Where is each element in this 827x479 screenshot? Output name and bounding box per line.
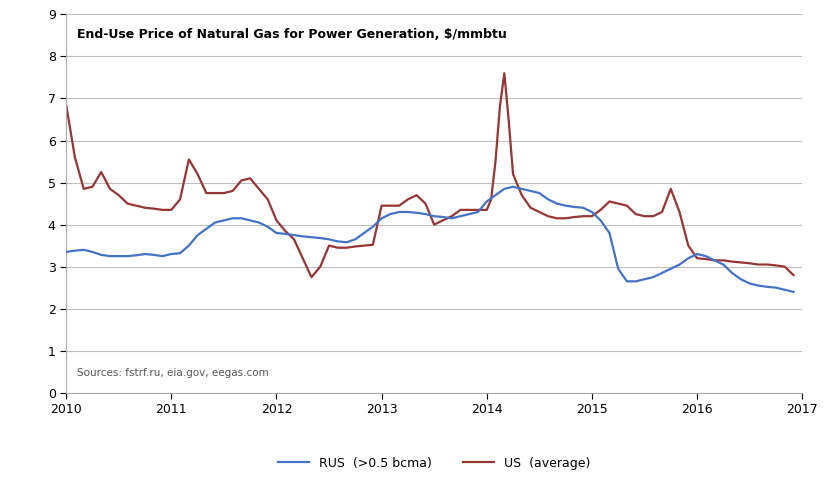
- RUS  (>0.5 bcma): [508, 184, 518, 190]
- US  (average): [227, 188, 237, 194]
- Line: RUS  (>0.5 bcma): RUS (>0.5 bcma): [66, 187, 793, 292]
- Legend: RUS  (>0.5 bcma), US  (average): RUS (>0.5 bcma), US (average): [273, 452, 595, 475]
- US  (average): [500, 70, 509, 76]
- RUS  (>0.5 bcma): [420, 211, 430, 217]
- US  (average): [61, 102, 71, 108]
- US  (average): [666, 186, 676, 192]
- RUS  (>0.5 bcma): [385, 211, 395, 217]
- US  (average): [385, 203, 395, 208]
- RUS  (>0.5 bcma): [788, 289, 798, 295]
- RUS  (>0.5 bcma): [61, 249, 71, 255]
- US  (average): [184, 157, 194, 162]
- Line: US  (average): US (average): [66, 73, 793, 277]
- US  (average): [280, 228, 290, 234]
- RUS  (>0.5 bcma): [105, 253, 115, 259]
- US  (average): [788, 272, 798, 278]
- Text: End-Use Price of Natural Gas for Power Generation, $/mmbtu: End-Use Price of Natural Gas for Power G…: [77, 28, 507, 41]
- US  (average): [307, 274, 317, 280]
- RUS  (>0.5 bcma): [657, 270, 667, 276]
- RUS  (>0.5 bcma): [70, 248, 80, 253]
- RUS  (>0.5 bcma): [622, 278, 632, 284]
- Text: Sources: fstrf.ru, eia.gov, eegas.com: Sources: fstrf.ru, eia.gov, eegas.com: [77, 368, 269, 377]
- US  (average): [447, 213, 457, 219]
